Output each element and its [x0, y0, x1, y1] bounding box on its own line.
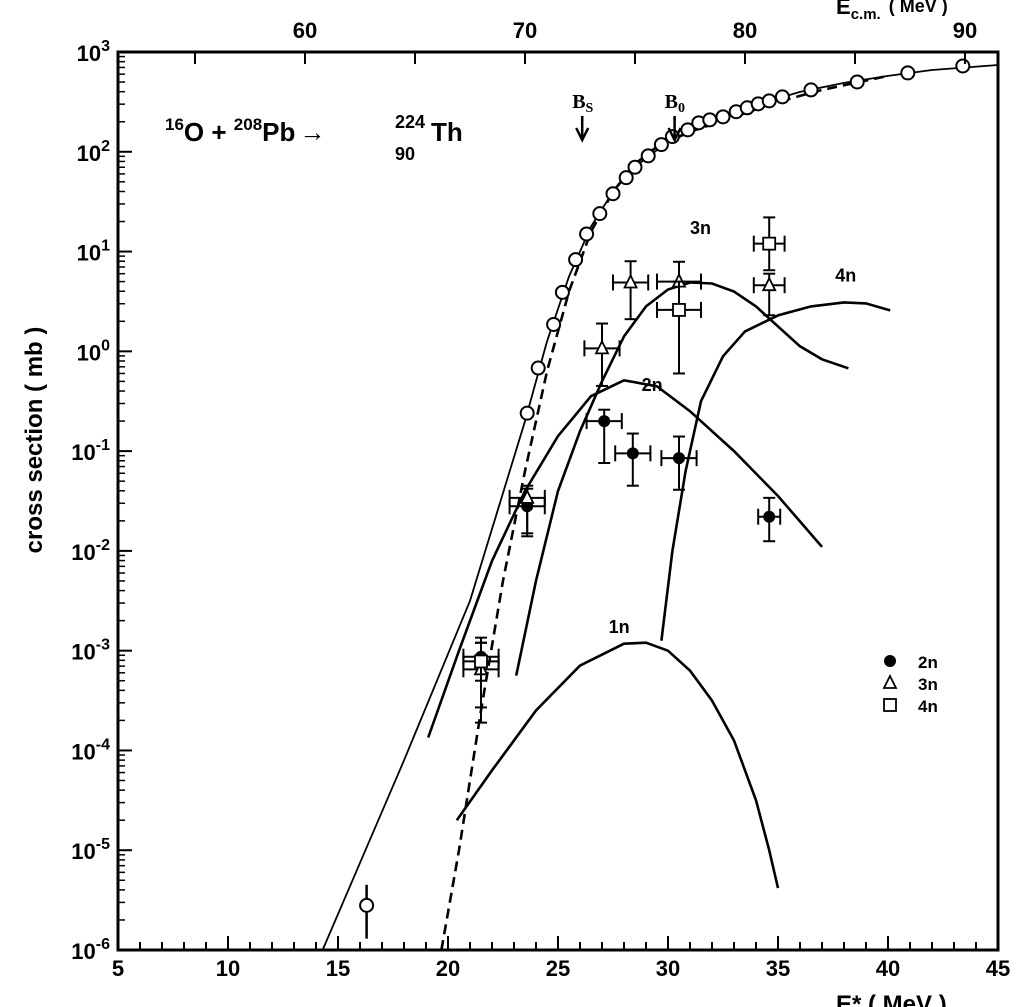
fusion-point: [546, 316, 562, 332]
down-arrow-icon: [667, 117, 682, 143]
y-tick-label: 100: [77, 337, 110, 365]
x-tick-label: 5: [112, 956, 124, 981]
curve-label-3n: 3n: [690, 218, 711, 238]
x-tick-label: 20: [436, 956, 460, 981]
curve-fusion-calc: [321, 64, 999, 951]
legend-label: 4n: [918, 697, 938, 716]
fusion-point: [568, 252, 584, 268]
x-tick-label: 15: [326, 956, 350, 981]
point-3n: [623, 273, 639, 289]
fusion-point: [640, 148, 656, 164]
reaction-mass: 224: [395, 112, 425, 132]
y-tick-label: 103: [77, 38, 110, 66]
curve-label-2n: 2n: [642, 375, 663, 395]
y-tick-label: 10-1: [71, 437, 110, 465]
curves: [321, 64, 999, 951]
legend-symbol-2n: [884, 655, 896, 667]
x-tick-label: 30: [656, 956, 680, 981]
point-4n: [762, 236, 777, 251]
point-2n: [626, 447, 639, 460]
top-x-tick-label: 90: [953, 18, 977, 43]
barrier-label: BS: [572, 91, 593, 116]
fusion-point: [653, 137, 669, 153]
fusion-point: [803, 82, 819, 98]
legend-symbol-3n: [882, 673, 898, 689]
curve-label-1n: 1n: [609, 617, 630, 637]
barrier-label: B0: [665, 91, 685, 116]
fusion-point: [618, 170, 634, 186]
x-axis-label: E* ( MeV ): [836, 991, 947, 1007]
legend-label: 3n: [918, 675, 938, 694]
down-arrow-icon: [575, 117, 590, 143]
y-tick-label: 10-4: [71, 736, 110, 764]
top-x-tick-label: 80: [733, 18, 757, 43]
fusion-point: [579, 226, 595, 242]
y-tick-label: 101: [77, 238, 110, 266]
y-tick-label: 10-2: [71, 537, 110, 565]
axes: 5 10 15 20 25 30 35 40 45 60 70 80 90 10-6 10-5 10-4 10-…: [71, 18, 1010, 981]
fusion-point: [715, 109, 731, 125]
point-2n: [763, 510, 776, 523]
top-x-tick-label: 60: [293, 18, 317, 43]
point-3n: [594, 339, 610, 355]
point-3n: [519, 488, 535, 504]
reaction-product: Th: [431, 117, 463, 147]
error-bar: [656, 280, 702, 375]
point-2n: [673, 452, 685, 465]
reaction-charge: 90: [395, 144, 415, 164]
fusion-point: [900, 65, 916, 81]
fusion-point: [554, 284, 570, 300]
fusion-point: [955, 58, 971, 74]
reaction-equation: 16O + 208Pb →: [165, 115, 325, 147]
plot-frame: [116, 50, 1000, 952]
top-x-tick-label: 70: [513, 18, 537, 43]
fusion-point: [519, 405, 535, 421]
fusion-low-point: [359, 897, 375, 913]
fusion-point: [530, 360, 546, 376]
point-3n: [761, 276, 777, 292]
fusion-point: [680, 122, 696, 138]
x-tick-label: 25: [546, 956, 570, 981]
fusion-point: [761, 93, 777, 109]
curve-1n: [455, 641, 780, 889]
x-tick-label: 35: [766, 956, 790, 981]
y-tick-label: 10-5: [71, 836, 110, 864]
fusion-point: [605, 186, 621, 202]
x-tick-label: 45: [986, 956, 1010, 981]
y-tick-label: 10-6: [71, 936, 110, 964]
point-4n: [474, 654, 488, 669]
y-axis-label: cross section ( mb ): [21, 327, 48, 554]
legend-symbol-4n: [883, 698, 897, 712]
data-points: [359, 58, 971, 939]
fusion-point: [627, 159, 643, 175]
fusion-point: [702, 112, 718, 128]
point-2n: [598, 415, 611, 428]
fusion-point: [774, 89, 790, 105]
x-tick-label: 40: [876, 956, 900, 981]
y-tick-label: 10-3: [71, 637, 110, 665]
curve-2n: [426, 378, 823, 738]
fusion-point: [592, 206, 608, 222]
curve-fusion-dashed: [440, 74, 889, 951]
legend-label: 2n: [918, 653, 938, 672]
curve-label-4n: 4n: [835, 266, 856, 286]
curve-3n: [514, 281, 849, 676]
point-4n: [672, 303, 686, 317]
error-bar: [583, 322, 621, 387]
curve-4n: [660, 301, 891, 641]
labels: 16O + 208Pb → 224 90 Th cross section ( m…: [21, 0, 948, 1007]
fusion-point: [849, 74, 865, 90]
y-tick-label: 102: [77, 138, 110, 166]
x-tick-label: 10: [216, 956, 240, 981]
error-bar: [614, 432, 652, 487]
top-axis-label: Ec.m.( MeV ): [836, 0, 948, 23]
